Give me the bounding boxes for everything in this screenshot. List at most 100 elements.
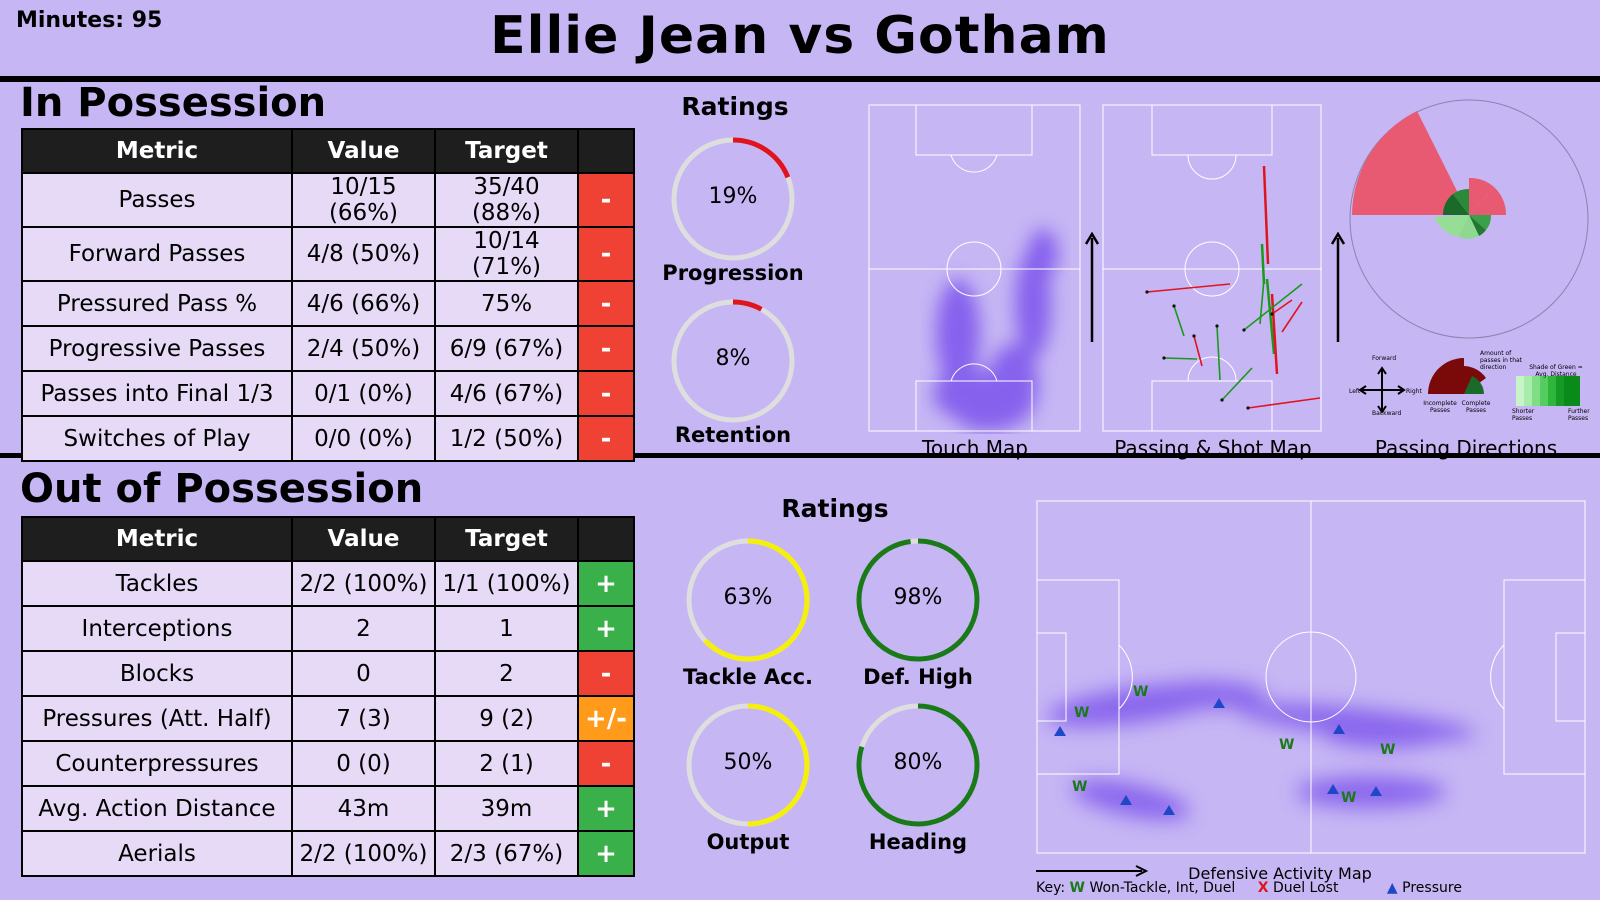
- status-cell: +/-: [577, 695, 635, 742]
- in-possession-ratings-title: Ratings: [681, 92, 789, 121]
- status-cell: +: [577, 560, 635, 607]
- metric-cell: Counterpressures: [21, 740, 293, 787]
- svg-text:W: W: [1380, 742, 1395, 758]
- target-cell: 9 (2): [434, 695, 579, 742]
- value-cell: 43m: [291, 785, 436, 832]
- out-of-possession-table: Metric Value Target Tackles 2/2 (100%) 1/1 (1…: [21, 516, 635, 877]
- target-cell: 2: [434, 650, 579, 697]
- column-header: Value: [291, 128, 436, 174]
- progression-value: 19%: [708, 184, 758, 209]
- table-row: Pressured Pass % 4/6 (66%) 75% -: [21, 280, 635, 327]
- metric-cell: Forward Passes: [21, 226, 293, 282]
- svg-text:W: W: [1133, 684, 1148, 700]
- attack-direction-arrow: [1084, 232, 1100, 342]
- retention-rating-ring: [671, 299, 795, 423]
- won-marker-icon: W: [1069, 880, 1085, 896]
- in-possession-title: In Possession: [20, 80, 327, 126]
- def-high-label: Def. High: [863, 665, 973, 689]
- table-row: Avg. Action Distance 43m 39m +: [21, 785, 635, 832]
- key-prefix: Key:: [1036, 880, 1066, 896]
- touch-map-caption: Touch Map: [922, 436, 1028, 460]
- target-cell: 1/1 (100%): [434, 560, 579, 607]
- out-of-possession-ratings-title: Ratings: [781, 494, 889, 523]
- table-row: Progressive Passes 2/4 (50%) 6/9 (67%) -: [21, 325, 635, 372]
- heading-label: Heading: [868, 830, 968, 854]
- progression-rating-ring: [671, 137, 795, 261]
- minutes-played: Minutes: 95: [16, 8, 163, 33]
- table-row: Passes 10/15 (66%) 35/40 (88%) -: [21, 172, 635, 228]
- value-cell: 4/6 (66%): [291, 280, 436, 327]
- svg-text:W: W: [1074, 705, 1089, 721]
- key-left: Left: [1349, 388, 1361, 395]
- metric-cell: Pressured Pass %: [21, 280, 293, 327]
- table-row: Counterpressures 0 (0) 2 (1) -: [21, 740, 635, 787]
- section-divider: [0, 453, 1600, 458]
- metric-cell: Avg. Action Distance: [21, 785, 293, 832]
- retention-label: Retention: [674, 423, 792, 447]
- column-header: [577, 128, 635, 174]
- target-cell: 1: [434, 605, 579, 652]
- value-cell: 10/15 (66%): [291, 172, 436, 228]
- metric-cell: Progressive Passes: [21, 325, 293, 372]
- passing-directions-key: [1358, 358, 1580, 414]
- passing-shot-map: [1102, 104, 1322, 432]
- metric-cell: Passes: [21, 172, 293, 228]
- column-header: Target: [434, 128, 579, 174]
- target-cell: 39m: [434, 785, 579, 832]
- status-cell: +: [577, 605, 635, 652]
- target-cell: 75%: [434, 280, 579, 327]
- column-header: Metric: [21, 516, 293, 562]
- table-row: Interceptions 2 1 +: [21, 605, 635, 652]
- defensive-map-key: Key: W Won-Tackle, Int, Duel X Duel Lost…: [1036, 880, 1462, 896]
- target-cell: 6/9 (67%): [434, 325, 579, 372]
- table-row: Blocks 0 2-: [21, 650, 635, 697]
- target-cell: 35/40 (88%): [434, 172, 579, 228]
- key-incomplete: Incomplete Passes: [1423, 400, 1457, 414]
- heading-value: 80%: [893, 750, 943, 775]
- status-cell: +: [577, 830, 635, 877]
- heading-rating-ring: [856, 703, 980, 827]
- column-header: Value: [291, 516, 436, 562]
- table-row: Passes into Final 1/3 0/1 (0%) 4/6 (67%) -: [21, 370, 635, 417]
- retention-value: 8%: [715, 346, 751, 371]
- metric-cell: Interceptions: [21, 605, 293, 652]
- target-cell: 1/2 (50%): [434, 415, 579, 462]
- def-high-value: 98%: [893, 585, 943, 610]
- value-cell: 7 (3): [291, 695, 436, 742]
- key-backward: Backward: [1372, 410, 1402, 417]
- metric-cell: Pressures (Att. Half): [21, 695, 293, 742]
- key-shorter: Shorter Passes: [1512, 408, 1535, 422]
- metric-cell: Blocks: [21, 650, 293, 697]
- passing-shot-map-caption: Passing & Shot Map: [1114, 436, 1312, 460]
- column-header: [577, 516, 635, 562]
- key-right: Right: [1406, 388, 1422, 395]
- column-header: Target: [434, 516, 579, 562]
- value-cell: 0 (0): [291, 740, 436, 787]
- status-cell: -: [577, 280, 635, 327]
- passing-directions-caption: Passing Directions: [1374, 436, 1558, 460]
- svg-text:W: W: [1341, 790, 1356, 806]
- key-shade: Shade of Green = Avg. Distance: [1529, 364, 1583, 378]
- table-header-row: Metric Value Target: [21, 128, 635, 174]
- value-cell: 0: [291, 650, 436, 697]
- header-divider: [0, 76, 1600, 82]
- status-cell: -: [577, 325, 635, 372]
- value-cell: 2/4 (50%): [291, 325, 436, 372]
- pressure-marker-icon: ▲: [1386, 880, 1398, 896]
- svg-text:W: W: [1279, 737, 1294, 753]
- defensive-map-caption: Defensive Activity Map: [1188, 864, 1372, 883]
- table-row: Forward Passes 4/8 (50%) 10/14 (71%) -: [21, 226, 635, 282]
- in-possession-table: Metric Value Target Passes 10/15 (66%) 35/40 …: [21, 128, 635, 462]
- target-cell: 4/6 (67%): [434, 370, 579, 417]
- table-row: Pressures (Att. Half) 7 (3) 9 (2) +/-: [21, 695, 635, 742]
- output-label: Output: [706, 830, 790, 854]
- status-cell: +: [577, 785, 635, 832]
- svg-text:W: W: [1072, 779, 1087, 795]
- key-further: Further Passes: [1568, 408, 1590, 422]
- passing-directions-radar: [1349, 99, 1589, 339]
- value-cell: 2/2 (100%): [291, 560, 436, 607]
- out-of-possession-title: Out of Possession: [20, 466, 424, 512]
- output-rating-ring: [686, 703, 810, 827]
- tackle-acc-label: Tackle Acc.: [682, 665, 814, 689]
- table-row: Aerials 2/2 (100%) 2/3 (67%) +: [21, 830, 635, 877]
